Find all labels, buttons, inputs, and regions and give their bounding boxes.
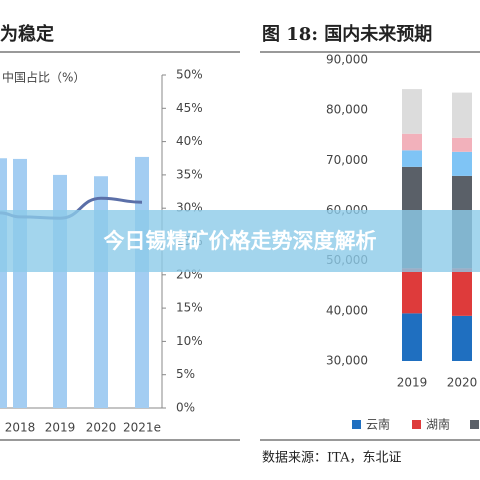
y2-tick-label: 0%: [176, 401, 195, 415]
bar: [135, 156, 149, 408]
y-tick-label: 80,000: [326, 103, 368, 117]
bar: [13, 158, 27, 408]
y2-tick-label: 50%: [176, 68, 203, 82]
legend-swatch: [352, 420, 361, 429]
x-tick-label: 2019: [45, 421, 76, 435]
left-title: 为稳定: [0, 23, 54, 45]
banner-bg: [0, 210, 480, 272]
legend-swatch: [412, 420, 421, 429]
y2-tick-label: 45%: [176, 101, 203, 115]
y2-tick-label: 15%: [176, 301, 203, 315]
bar: [0, 158, 7, 408]
bar-segment: [452, 137, 472, 152]
x-tick-label: 2021e: [123, 421, 161, 435]
y2-tick-label: 35%: [176, 167, 203, 181]
x-tick-label: 2019: [397, 376, 428, 390]
y-tick-label: 40,000: [326, 303, 368, 317]
y2-tick-label: 10%: [176, 334, 203, 348]
bar: [53, 174, 67, 408]
source: 数据来源：ITA，东北证: [262, 451, 401, 466]
y-tick-label: 30,000: [326, 354, 368, 368]
bar-segment: [402, 150, 422, 167]
y2-tick-label: 40%: [176, 134, 203, 148]
legend-label: 中国占比（%）: [2, 70, 85, 85]
banner-text: 今日锡精矿价格走势深度解析: [104, 229, 377, 253]
y2-tick-label: 5%: [176, 367, 195, 381]
bar-segment: [452, 92, 472, 138]
bar-segment: [452, 268, 472, 316]
right-title: 图 18: 国内未来预期: [262, 23, 432, 45]
legend-label: 湖南: [426, 417, 450, 432]
y-tick-label: 90,000: [326, 53, 368, 67]
bar-segment: [402, 89, 422, 134]
x-tick-label: 2018: [5, 421, 36, 435]
bar-segment: [402, 313, 422, 361]
x-tick-label: 2020: [447, 376, 478, 390]
x-tick-label: 2020: [86, 421, 117, 435]
bar-segment: [402, 268, 422, 314]
bar-segment: [452, 151, 472, 176]
bar-segment: [452, 315, 472, 361]
y-tick-label: 70,000: [326, 153, 368, 167]
legend-swatch: [470, 420, 479, 429]
bar-segment: [402, 133, 422, 151]
legend-label: 云南: [366, 417, 390, 432]
